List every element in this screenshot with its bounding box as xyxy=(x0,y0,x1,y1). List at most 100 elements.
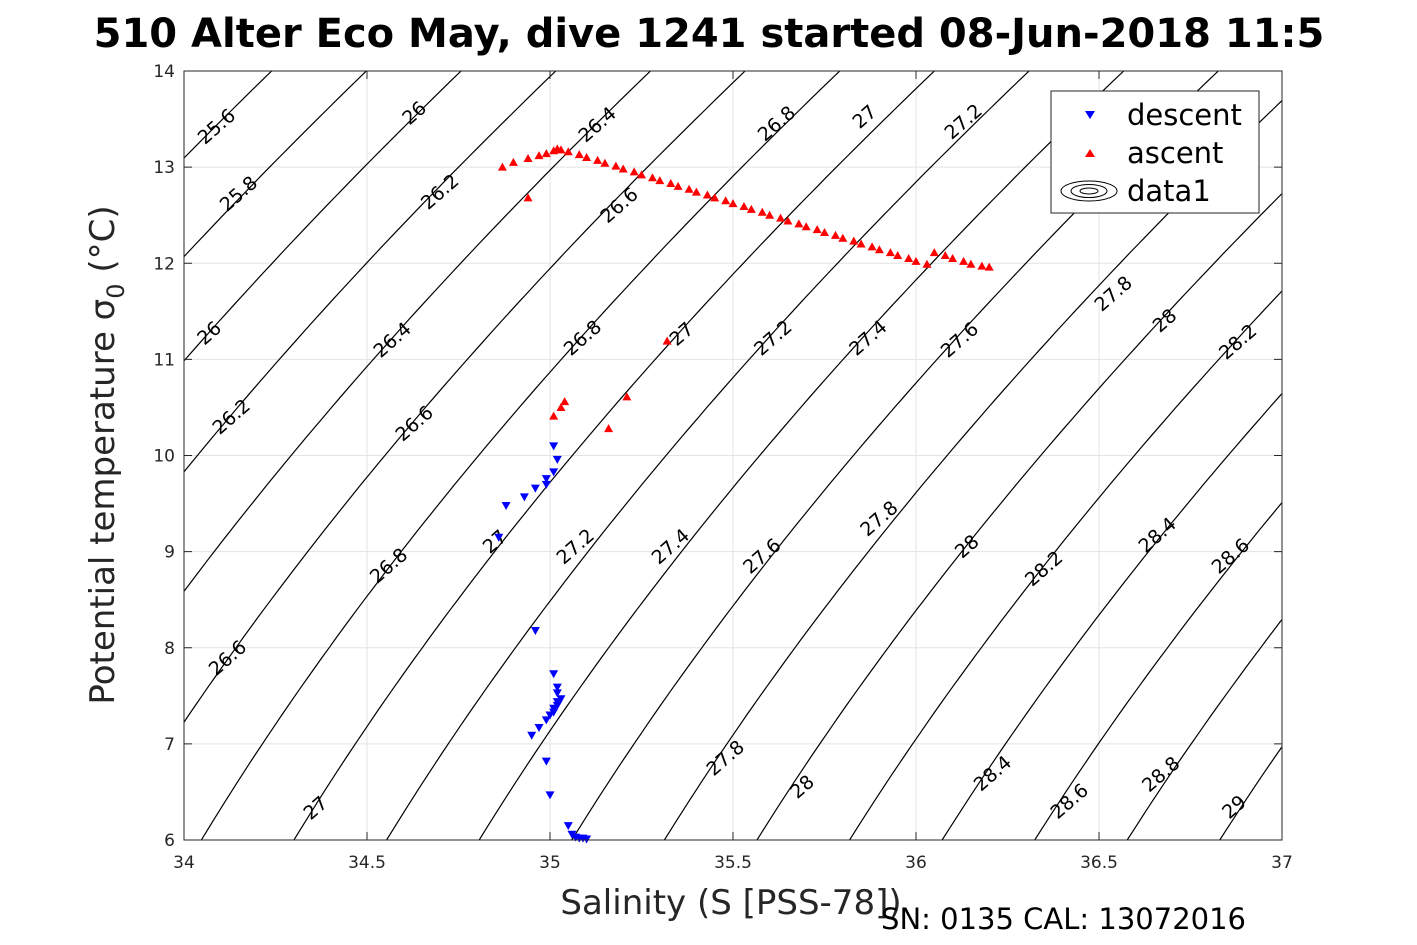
ascent-point xyxy=(666,178,676,187)
contour-line xyxy=(184,71,557,473)
ascent-point xyxy=(560,397,570,406)
ascent-point xyxy=(523,193,533,202)
ascent-point xyxy=(893,251,903,260)
legend: descent ascent data1 xyxy=(1050,90,1260,214)
descent-point xyxy=(530,484,540,493)
y-tick-label: 6 xyxy=(164,831,175,851)
ascent-point xyxy=(984,262,994,271)
ascent-point xyxy=(541,149,551,158)
y-tick-label: 7 xyxy=(164,735,175,755)
contour-line xyxy=(941,392,1282,840)
ascent-point xyxy=(600,158,610,167)
descent-point xyxy=(549,442,559,451)
ascent-point xyxy=(820,227,829,236)
y-axis: 6 7 8 9 10 11 12 13 14 xyxy=(153,62,1282,851)
contour-line xyxy=(478,71,1125,840)
descent-point xyxy=(527,731,537,740)
contour-line xyxy=(184,71,652,593)
descent-point xyxy=(545,711,555,720)
descent-point xyxy=(549,670,559,679)
x-tick-label: 36 xyxy=(905,853,927,873)
ascent-point xyxy=(746,204,756,213)
ascent-point xyxy=(604,424,614,433)
contour-line xyxy=(184,71,746,724)
ascent-point xyxy=(593,155,603,164)
descent-point xyxy=(519,493,529,502)
legend-descent-marker xyxy=(1085,111,1095,119)
ascent-point xyxy=(940,251,950,260)
ascent-point xyxy=(856,239,866,248)
ascent-point xyxy=(647,173,657,182)
x-axis: 34 34.5 35 35.5 36 36.5 37 xyxy=(173,71,1293,873)
ascent-point xyxy=(611,161,621,170)
ascent-point xyxy=(849,236,859,245)
ascent-point xyxy=(662,336,672,345)
ascent-point xyxy=(637,170,646,179)
contour-line xyxy=(756,192,1282,840)
ascent-point xyxy=(702,190,712,199)
contour-line xyxy=(293,71,936,840)
ascent-point xyxy=(885,248,895,257)
chart-title: 510 Alter Eco May, dive 1241 started 08-… xyxy=(94,11,1325,57)
y-tick-label: 13 xyxy=(153,158,175,178)
contour-line xyxy=(1033,501,1282,840)
contour-line xyxy=(184,71,368,258)
legend-ascent-label: ascent xyxy=(1127,136,1223,170)
ascent-point xyxy=(556,402,566,411)
x-tick-label: 35 xyxy=(539,853,561,873)
y-tick-label: 10 xyxy=(153,447,175,467)
legend-ascent-marker xyxy=(1085,149,1095,157)
ascent-point xyxy=(684,184,694,193)
ascent-point xyxy=(556,145,566,154)
descent-point xyxy=(534,724,544,733)
ascent-point xyxy=(534,151,544,160)
ascent-point xyxy=(801,222,811,231)
ascent-point xyxy=(929,248,939,257)
descent-point xyxy=(549,468,559,477)
ascent-point xyxy=(549,411,559,420)
y-tick-label: 14 xyxy=(153,62,175,82)
x-tick-label: 35.5 xyxy=(714,853,752,873)
descent-point xyxy=(552,689,562,698)
legend-contour-icon xyxy=(1060,180,1118,202)
ascent-point xyxy=(830,230,840,239)
ascent-point xyxy=(867,242,877,251)
descent-point xyxy=(530,626,540,635)
x-tick-label: 36.5 xyxy=(1080,853,1118,873)
ascent-point xyxy=(765,210,775,219)
descent-point xyxy=(494,533,504,542)
serial-calibration-label: SN: 0135 CAL: 13072016 xyxy=(881,902,1246,936)
contour-line xyxy=(1126,618,1282,840)
descent-point xyxy=(501,501,511,510)
ascent-point xyxy=(508,157,518,166)
legend-data1-label: data1 xyxy=(1127,174,1211,208)
ascent-point xyxy=(904,253,914,262)
x-axis-label: Salinity (S [PSS-78]) xyxy=(560,883,901,923)
ascent-point xyxy=(874,245,884,254)
ascent-point xyxy=(776,213,786,222)
ascent-point xyxy=(977,261,987,270)
ascent-point xyxy=(563,147,573,156)
contour-line xyxy=(848,290,1282,840)
ascent-point xyxy=(911,256,921,265)
ascent-series xyxy=(497,144,994,433)
ascent-point xyxy=(655,176,665,185)
y-tick-label: 12 xyxy=(153,254,175,274)
ascent-point xyxy=(783,216,793,225)
y-tick-label: 11 xyxy=(153,350,175,370)
ascent-point xyxy=(721,196,731,205)
ascent-point xyxy=(523,153,533,162)
ascent-point xyxy=(794,219,804,228)
y-tick-label: 9 xyxy=(164,543,175,563)
descent-point xyxy=(552,683,562,692)
ascent-point xyxy=(673,181,683,190)
descent-point xyxy=(541,480,551,489)
ascent-point xyxy=(812,225,822,234)
x-tick-label: 34.5 xyxy=(348,853,386,873)
descent-point xyxy=(552,455,562,464)
ascent-point xyxy=(574,150,584,159)
y-axis-label: Potential temperature σ0 (°C) xyxy=(83,205,130,704)
ascent-point xyxy=(618,164,628,173)
ascent-point xyxy=(691,187,701,196)
